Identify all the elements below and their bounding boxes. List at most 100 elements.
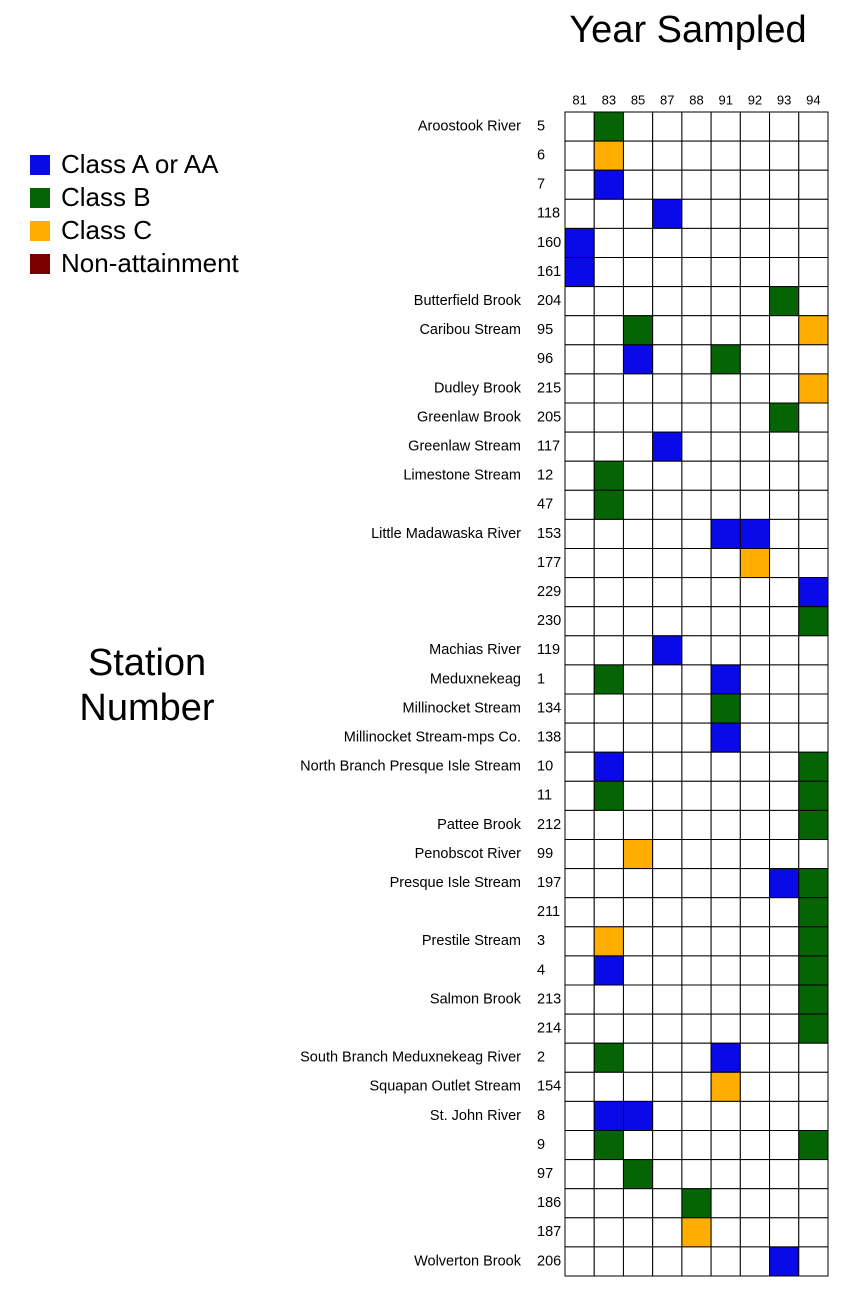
empty-cell (594, 199, 623, 228)
station-number: 6 (537, 147, 545, 163)
year-label: 94 (806, 92, 820, 107)
empty-cell (653, 840, 682, 869)
empty-cell (565, 840, 594, 869)
empty-cell (770, 519, 799, 548)
year-label: 81 (572, 92, 586, 107)
empty-cell (565, 665, 594, 694)
empty-cell (711, 607, 740, 636)
empty-cell (594, 1218, 623, 1247)
empty-cell (594, 1189, 623, 1218)
empty-cell (653, 258, 682, 287)
station-number: 118 (537, 206, 560, 222)
empty-cell (770, 1160, 799, 1189)
empty-cell (682, 985, 711, 1014)
empty-cell (565, 490, 594, 519)
river-name: Meduxnekeag (430, 671, 521, 687)
empty-cell (623, 403, 652, 432)
empty-cell (770, 694, 799, 723)
empty-cell (653, 869, 682, 898)
empty-cell (770, 927, 799, 956)
empty-cell (565, 1247, 594, 1276)
empty-cell (594, 636, 623, 665)
class-cell (799, 607, 828, 636)
class-cell (594, 170, 623, 199)
empty-cell (682, 345, 711, 374)
empty-cell (711, 1131, 740, 1160)
empty-cell (740, 1247, 769, 1276)
station-number: 213 (537, 991, 561, 1007)
empty-cell (682, 1160, 711, 1189)
empty-cell (565, 1043, 594, 1072)
empty-cell (653, 1160, 682, 1189)
empty-cell (770, 665, 799, 694)
empty-cell (740, 752, 769, 781)
year-label: 88 (689, 92, 703, 107)
empty-cell (682, 287, 711, 316)
station-number: 97 (537, 1166, 553, 1182)
empty-cell (799, 694, 828, 723)
station-number: 230 (537, 613, 561, 629)
class-cell (711, 1072, 740, 1101)
empty-cell (682, 403, 711, 432)
station-number: 212 (537, 817, 561, 833)
empty-cell (770, 549, 799, 578)
empty-cell (770, 345, 799, 374)
empty-cell (623, 694, 652, 723)
class-cell (623, 1101, 652, 1130)
empty-cell (565, 1160, 594, 1189)
empty-cell (770, 1101, 799, 1130)
empty-cell (711, 956, 740, 985)
empty-cell (623, 170, 652, 199)
empty-cell (682, 228, 711, 257)
class-cell (770, 287, 799, 316)
empty-cell (623, 1218, 652, 1247)
empty-cell (594, 316, 623, 345)
empty-cell (623, 141, 652, 170)
empty-cell (682, 578, 711, 607)
empty-cell (623, 432, 652, 461)
empty-cell (653, 927, 682, 956)
empty-cell (799, 432, 828, 461)
empty-cell (565, 170, 594, 199)
empty-cell (623, 287, 652, 316)
empty-cell (711, 985, 740, 1014)
empty-cell (799, 840, 828, 869)
empty-cell (565, 549, 594, 578)
station-number: 205 (537, 409, 561, 425)
empty-cell (565, 723, 594, 752)
river-name: Pattee Brook (437, 817, 522, 833)
station-number: 11 (537, 788, 552, 804)
empty-cell (682, 665, 711, 694)
class-cell (565, 228, 594, 257)
station-number: 206 (537, 1253, 561, 1269)
empty-cell (711, 810, 740, 839)
empty-cell (799, 258, 828, 287)
station-number: 154 (537, 1079, 561, 1095)
empty-cell (565, 461, 594, 490)
empty-cell (682, 723, 711, 752)
station-number: 214 (537, 1020, 561, 1036)
empty-cell (799, 461, 828, 490)
empty-cell (623, 578, 652, 607)
empty-cell (653, 781, 682, 810)
station-number: 1 (537, 671, 545, 687)
empty-cell (682, 927, 711, 956)
legend-label: Class A or AA (61, 149, 219, 179)
empty-cell (799, 519, 828, 548)
class-cell (711, 723, 740, 752)
empty-cell (682, 374, 711, 403)
station-number: 9 (537, 1137, 545, 1153)
empty-cell (711, 1218, 740, 1247)
empty-cell (740, 898, 769, 927)
station-number: 99 (537, 846, 553, 862)
empty-cell (711, 1160, 740, 1189)
empty-cell (682, 316, 711, 345)
class-cell (594, 141, 623, 170)
empty-cell (623, 636, 652, 665)
empty-cell (740, 956, 769, 985)
empty-cell (565, 927, 594, 956)
empty-cell (711, 869, 740, 898)
empty-cell (711, 578, 740, 607)
empty-cell (565, 898, 594, 927)
title: Year Sampled (569, 9, 806, 51)
